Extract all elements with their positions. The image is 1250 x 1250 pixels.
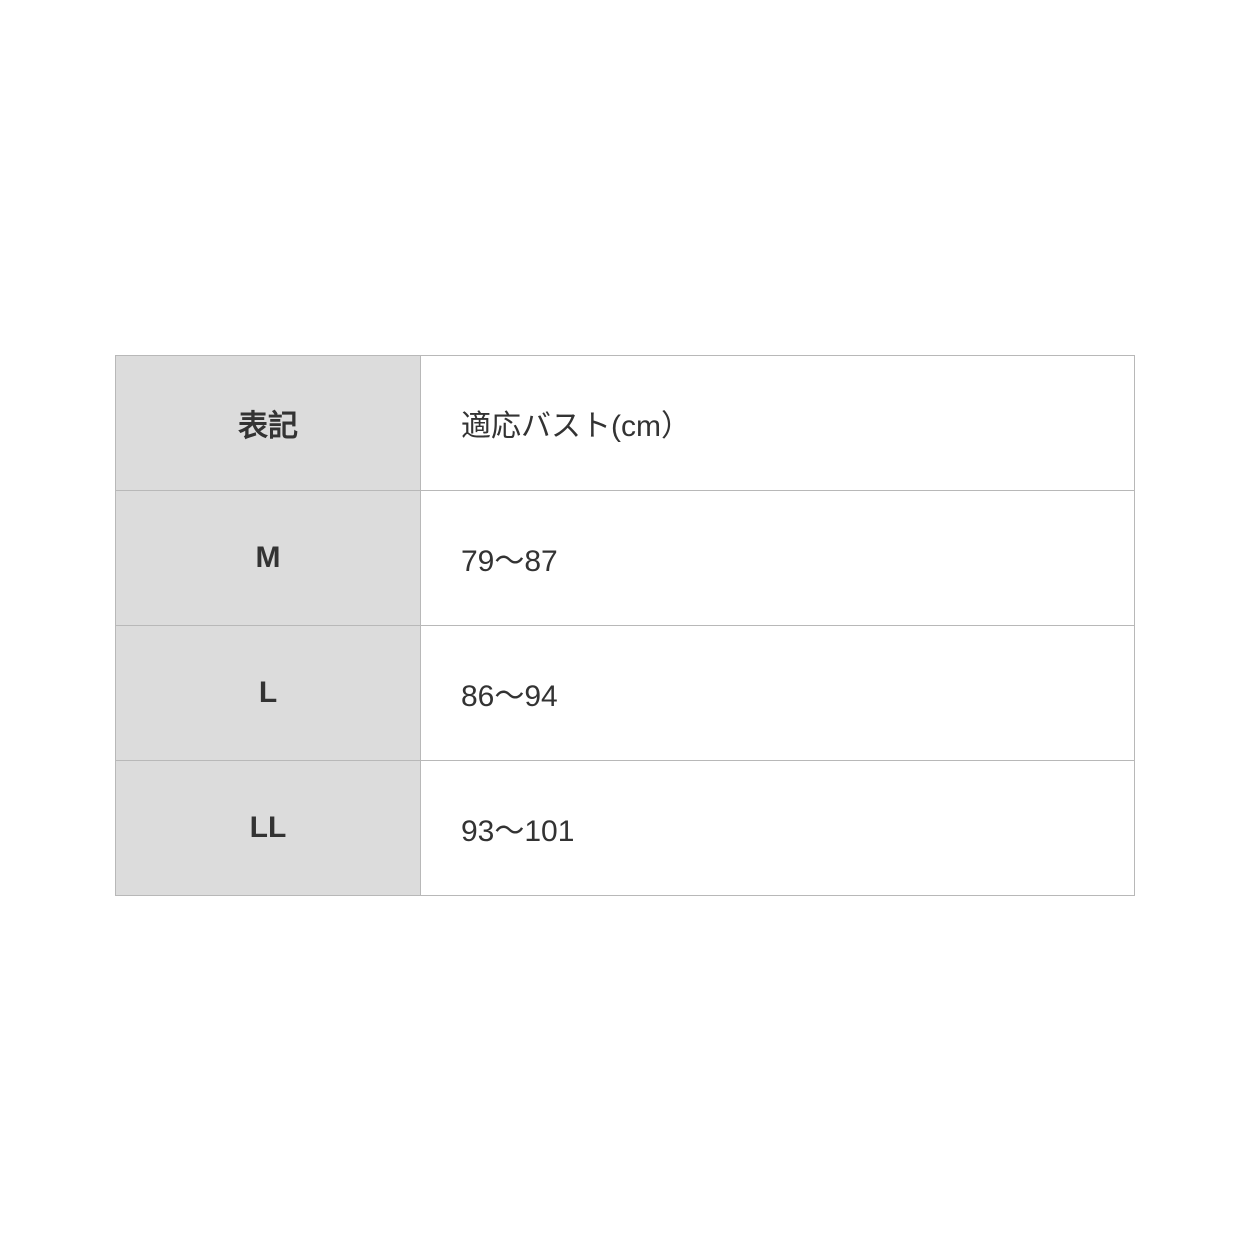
size-label-l: L (116, 625, 421, 760)
size-label-m: M (116, 490, 421, 625)
bust-value-m: 79～87 (421, 490, 1135, 625)
bust-value-ll: 93～101 (421, 760, 1135, 895)
table-header-row: 表記 適応バスト(cm） (116, 355, 1135, 490)
size-table: 表記 適応バスト(cm） M 79～87 L 86～94 LL 93～101 (115, 355, 1135, 896)
table-row: L 86～94 (116, 625, 1135, 760)
table-row: LL 93～101 (116, 760, 1135, 895)
column-header-bust: 適応バスト(cm） (421, 355, 1135, 490)
size-label-ll: LL (116, 760, 421, 895)
bust-value-l: 86～94 (421, 625, 1135, 760)
size-table-container: 表記 適応バスト(cm） M 79～87 L 86～94 LL 93～101 (115, 355, 1135, 896)
column-header-size: 表記 (116, 355, 421, 490)
table-row: M 79～87 (116, 490, 1135, 625)
